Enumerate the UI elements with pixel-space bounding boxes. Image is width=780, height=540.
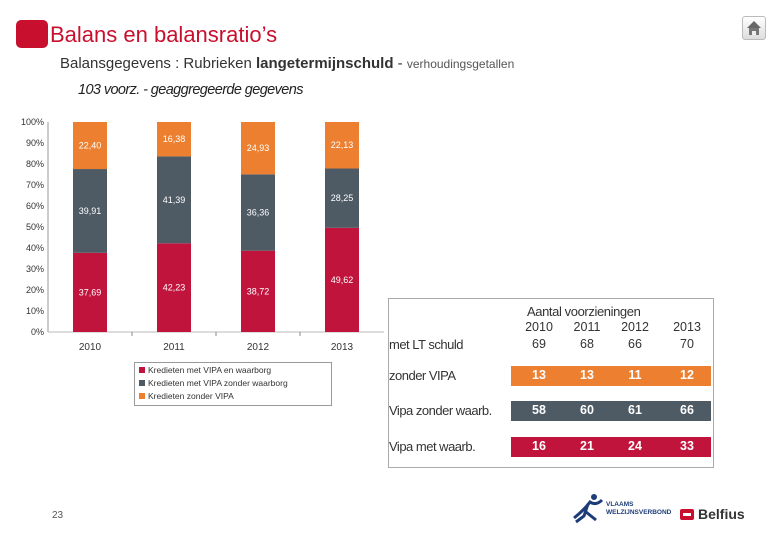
y-tick-label: 60% [26, 201, 44, 211]
home-icon[interactable] [743, 17, 765, 39]
chart-heading: 103 voorz. - geaggregeerde gegevens [78, 82, 303, 98]
data-label: 49,62 [331, 275, 354, 285]
page-number: 23 [52, 510, 64, 521]
table-cell: 11 [628, 368, 642, 382]
data-label: 38,72 [247, 286, 270, 296]
stacked-bar-chart: 0% 10% 20% 30% 40% 50% 60% 70% 80% 90% 100% 37,69 39… [21, 117, 384, 353]
bar-segment [241, 174, 275, 251]
subtitle-dash: - [393, 55, 407, 72]
data-label: 39,91 [79, 206, 102, 216]
bar-segment [157, 122, 191, 157]
y-tick-label: 10% [26, 306, 44, 316]
total-cell: 68 [580, 337, 594, 351]
table-row-vipa-zonder: 58 60 61 66 [511, 401, 711, 421]
year-header: 2011 [573, 320, 601, 334]
y-tick-label: 40% [26, 243, 44, 253]
data-label: 16,38 [163, 134, 186, 144]
vvsg-line1: VLAAMS [606, 501, 634, 508]
table-cell: 16 [532, 439, 546, 453]
x-tick-label: 2011 [163, 342, 185, 353]
vvsg-figure-icon [573, 494, 604, 524]
row-label-total: met LT schuld [389, 337, 463, 352]
row-label-vipa-met: Vipa met waarb. [389, 439, 476, 454]
vvsg-logo: VLAAMS WELZIJNSVERBOND [570, 492, 671, 526]
x-tick-label: 2010 [79, 342, 102, 353]
data-label: 41,39 [163, 195, 186, 205]
title-accent-bar [16, 20, 48, 48]
year-header: 2012 [621, 320, 649, 334]
y-tick-label: 50% [26, 222, 44, 232]
x-tick-label: 2012 [247, 342, 270, 353]
table-cell: 61 [628, 403, 642, 417]
total-cell: 69 [532, 337, 546, 351]
total-cell: 70 [680, 337, 694, 351]
home-button[interactable] [742, 16, 766, 40]
bar-segment [73, 169, 107, 253]
table-cell: 58 [532, 403, 546, 417]
table-cell: 66 [680, 403, 694, 417]
page-title: Balans en balansratio’s [50, 22, 278, 47]
table-cell: 12 [680, 368, 694, 382]
table-cell: 33 [680, 439, 694, 453]
belfius-text: Belfius [698, 506, 745, 522]
y-tick-label: 20% [26, 285, 44, 295]
legend-label: Kredieten met VIPA zonder waarborg [148, 377, 288, 388]
legend-label: Kredieten zonder VIPA [148, 390, 234, 401]
subtitle-suffix: verhoudingsgetallen [406, 57, 515, 71]
legend-item: Kredieten zonder VIPA [135, 389, 331, 402]
y-tick-label: 100% [21, 117, 44, 127]
data-label: 22,13 [331, 140, 354, 150]
y-tick-label: 90% [26, 138, 44, 148]
bar-segment [325, 168, 359, 228]
bar-segment [73, 122, 107, 170]
data-label: 36,36 [247, 208, 270, 218]
subtitle: Balansgegevens : Rubrieken langetermijns… [60, 55, 514, 72]
total-cell: 66 [628, 337, 642, 351]
table-cell: 21 [580, 439, 594, 453]
table-row-zonder-vipa: 13 13 11 12 [511, 366, 711, 386]
data-label: 42,23 [163, 283, 186, 293]
data-label: 28,25 [331, 193, 354, 203]
table-cell: 13 [532, 368, 546, 382]
vvsg-line2: WELZIJNSVERBOND [606, 508, 672, 516]
subtitle-bold: langetermijnschuld [255, 55, 394, 72]
table-cell: 60 [580, 403, 594, 417]
x-tick-label: 2013 [331, 342, 354, 353]
table-cell: 13 [580, 368, 594, 382]
vvsg-text: VLAAMS WELZIJNSVERBOND [606, 501, 671, 516]
legend-swatch-vipa-zonder-waarborg [139, 379, 145, 386]
table-row-vipa-met: 16 21 24 33 [511, 437, 711, 457]
legend-swatch-vipa-waarborg [139, 366, 145, 373]
row-label-zonder-vipa: zonder VIPA [389, 368, 456, 383]
belfius-mark-icon [680, 508, 694, 520]
table-cell: 24 [628, 439, 642, 453]
table-year-header: 2010 2011 2012 2013 [389, 320, 713, 336]
y-tick-label: 30% [26, 264, 44, 274]
bar-segment [325, 122, 359, 169]
bar-segment [157, 156, 191, 244]
legend-item: Kredieten met VIPA zonder waarborg [135, 376, 331, 389]
data-label: 24,93 [247, 143, 270, 153]
data-label: 22,40 [79, 141, 102, 151]
y-tick-label: 0% [31, 327, 44, 337]
chart-legend: Kredieten met VIPA en waarborg Kredieten… [134, 362, 332, 406]
legend-item: Kredieten met VIPA en waarborg [135, 363, 331, 376]
bar-segment [325, 227, 359, 332]
subtitle-prefix: Balansgegevens : Rubrieken [60, 55, 252, 72]
bar-segment [73, 252, 107, 332]
row-label-vipa-zonder: Vipa zonder waarb. [389, 403, 492, 418]
year-header: 2013 [673, 320, 701, 334]
provisions-table: Aantal voorzieningen 2010 2011 2012 2013… [388, 298, 714, 468]
legend-swatch-zonder-vipa [139, 392, 145, 399]
y-tick-label: 80% [26, 159, 44, 169]
bar-segment [241, 121, 275, 175]
legend-label: Kredieten met VIPA en waarborg [148, 364, 272, 375]
bar-segment [241, 250, 275, 332]
y-tick-label: 70% [26, 180, 44, 190]
year-header: 2010 [525, 320, 553, 334]
table-title: Aantal voorzieningen [527, 304, 641, 319]
data-label: 37,69 [79, 287, 102, 297]
bar-segment [157, 243, 191, 332]
belfius-logo: Belfius [680, 506, 745, 522]
